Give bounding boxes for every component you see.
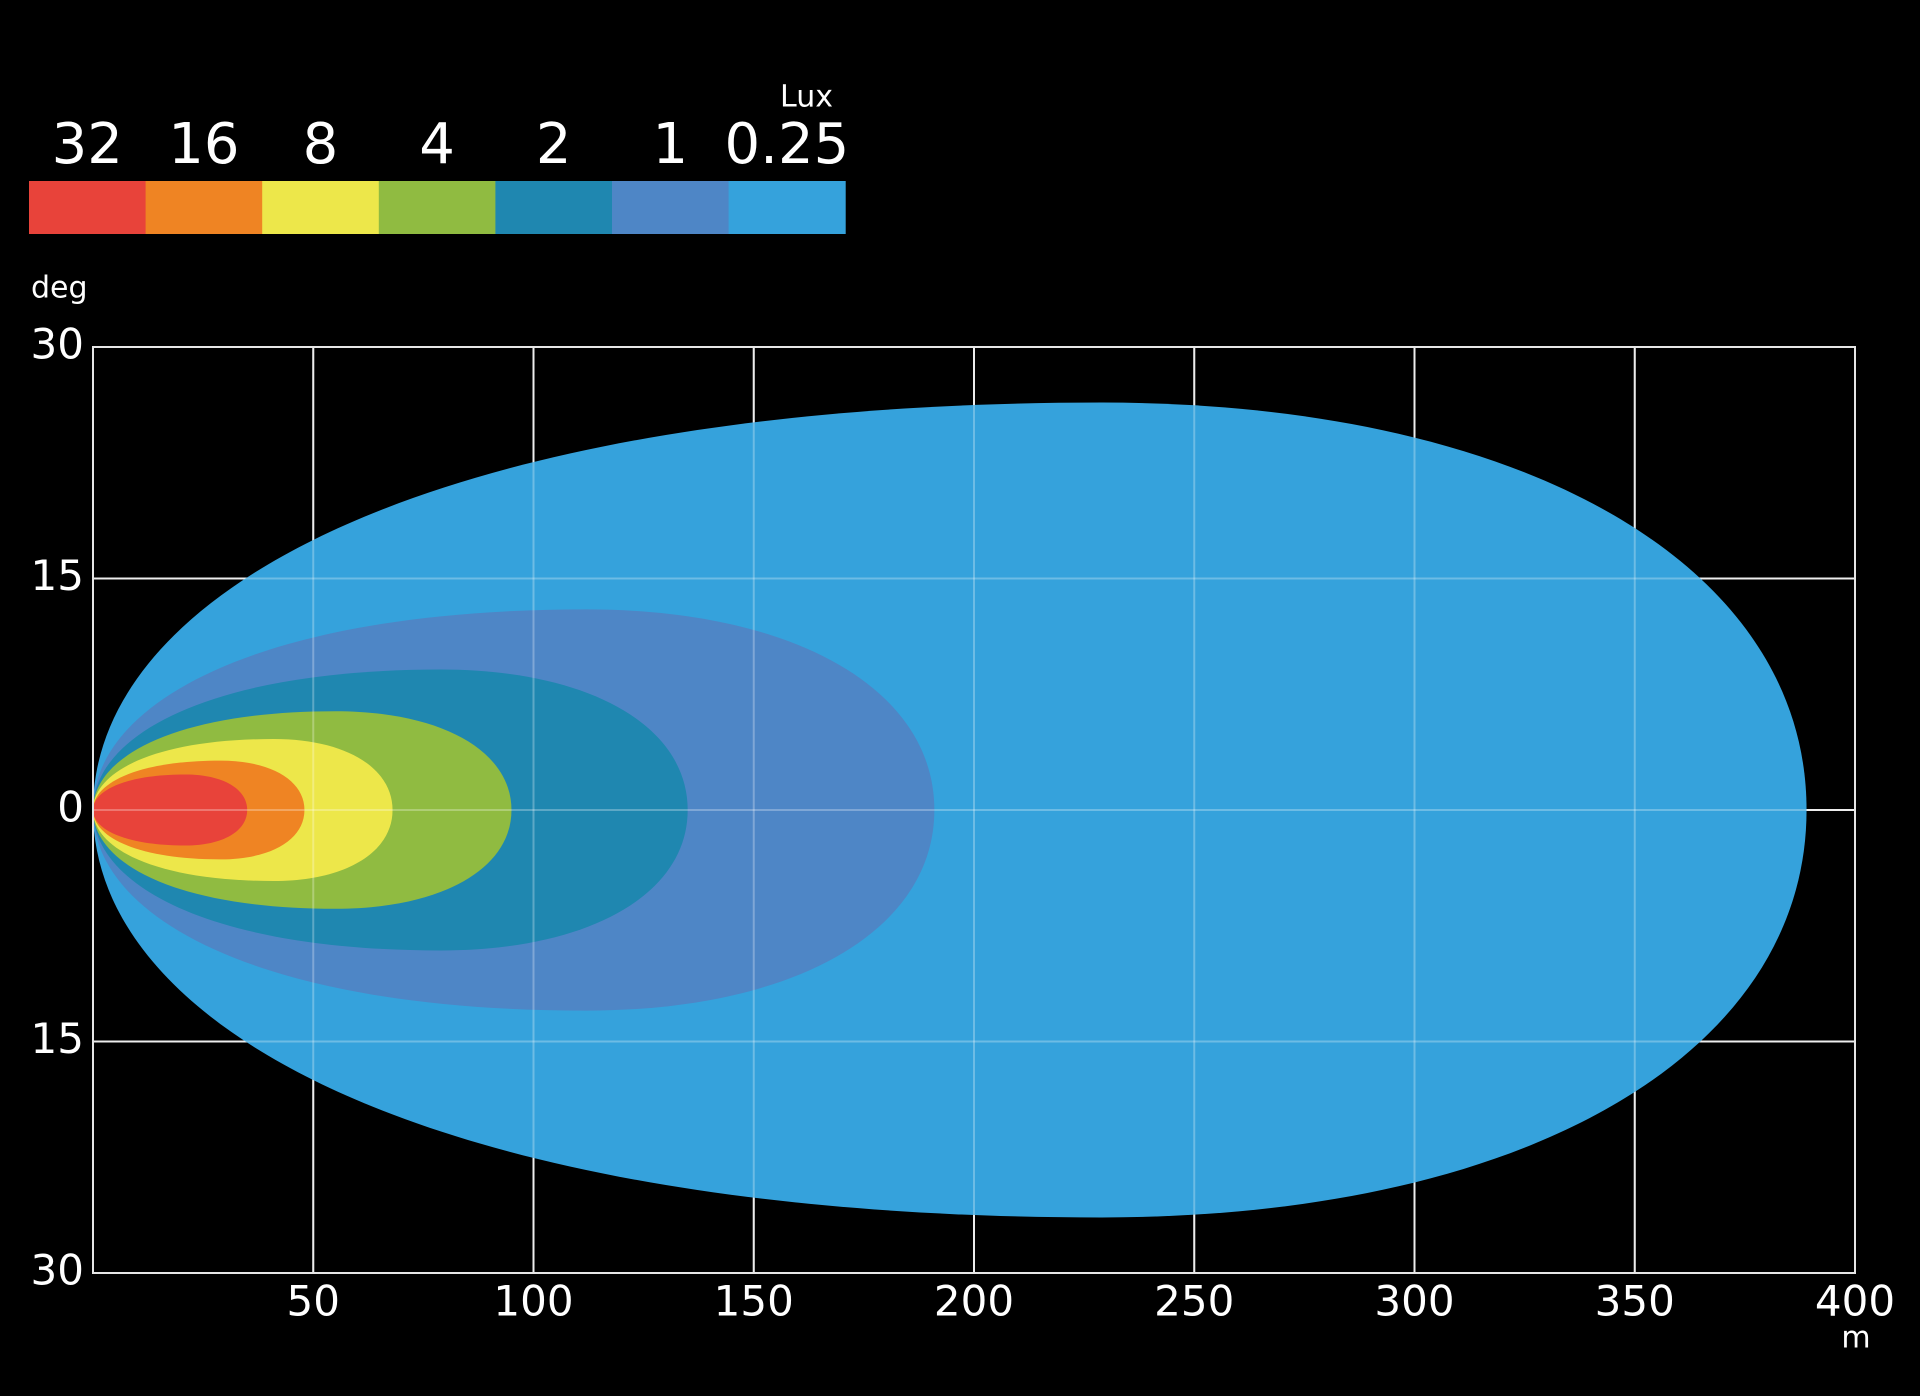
- legend-label: 0.25: [725, 112, 850, 177]
- x-tick-label: 200: [934, 1277, 1014, 1326]
- plot-frame: [92, 346, 1856, 1274]
- x-tick-label: 250: [1154, 1277, 1234, 1326]
- legend-swatch: [612, 181, 730, 234]
- legend-label: 8: [303, 112, 339, 177]
- x-tick-label: 400: [1815, 1277, 1895, 1326]
- y-tick-label: 15: [31, 551, 84, 600]
- legend-swatch: [262, 181, 380, 234]
- x-tick-label: 350: [1595, 1277, 1675, 1326]
- legend-label: 4: [419, 112, 455, 177]
- y-tick-label: 0: [57, 783, 84, 832]
- legend-swatch: [728, 181, 846, 234]
- legend-title: Lux: [780, 80, 833, 115]
- x-tick-label: 150: [714, 1277, 794, 1326]
- legend-label: 32: [52, 112, 123, 177]
- legend-swatch: [145, 181, 263, 234]
- legend-label: 16: [168, 112, 239, 177]
- legend-label: 2: [536, 112, 572, 177]
- y-axis-label: deg: [31, 271, 88, 306]
- legend-swatch: [29, 181, 147, 234]
- isolux-contour: [93, 402, 1807, 1218]
- y-tick-label: 15: [31, 1014, 84, 1063]
- x-axis-label: m: [1841, 1321, 1870, 1356]
- y-tick-label: 30: [31, 320, 84, 369]
- x-tick-label: 300: [1374, 1277, 1454, 1326]
- legend-label: 1: [652, 112, 688, 177]
- y-tick-label: 30: [31, 1246, 84, 1295]
- x-tick-label: 100: [493, 1277, 573, 1326]
- isolux-contour: [93, 774, 248, 846]
- legend-swatch: [378, 181, 496, 234]
- x-tick-label: 50: [287, 1277, 340, 1326]
- legend-swatch: [495, 181, 613, 234]
